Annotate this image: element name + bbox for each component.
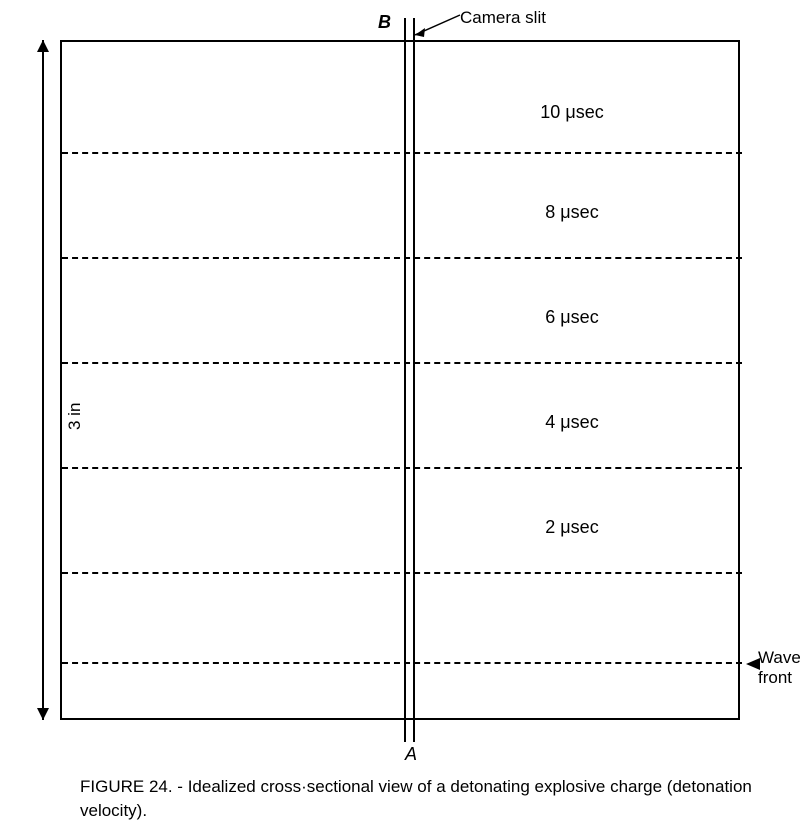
diagram-container: 3 in 10 μsec 8 μsec 6 μsec 4 μsec 2 μsec… [60,40,740,720]
time-boundary-line [62,572,742,574]
camera-slit-left [404,18,406,742]
wave-front-line [62,662,742,664]
camera-slit-right [413,18,415,742]
wave-label-line2: front [758,668,792,687]
height-dimension [32,40,52,720]
cross-section-box: 10 μsec 8 μsec 6 μsec 4 μsec 2 μsec [60,40,740,720]
wave-front-label: Wave front [758,648,800,689]
time-boundary-line [62,257,742,259]
caption-prefix: FIGURE 24. - [80,777,188,796]
time-boundary-line [62,467,742,469]
time-boundary-line [62,152,742,154]
point-b-label: B [378,12,391,33]
camera-slit-label: Camera slit [460,8,546,28]
time-label: 4 μsec [522,412,622,433]
figure-caption: FIGURE 24. - Idealized cross·sectional v… [80,775,760,823]
time-label: 6 μsec [522,307,622,328]
wave-label-line1: Wave [758,648,800,667]
time-label: 2 μsec [522,517,622,538]
dimension-line [42,40,44,720]
point-a-label: A [405,744,417,765]
dimension-arrow-bottom [37,708,49,720]
time-boundary-line [62,362,742,364]
time-label: 10 μsec [522,102,622,123]
time-label: 8 μsec [522,202,622,223]
